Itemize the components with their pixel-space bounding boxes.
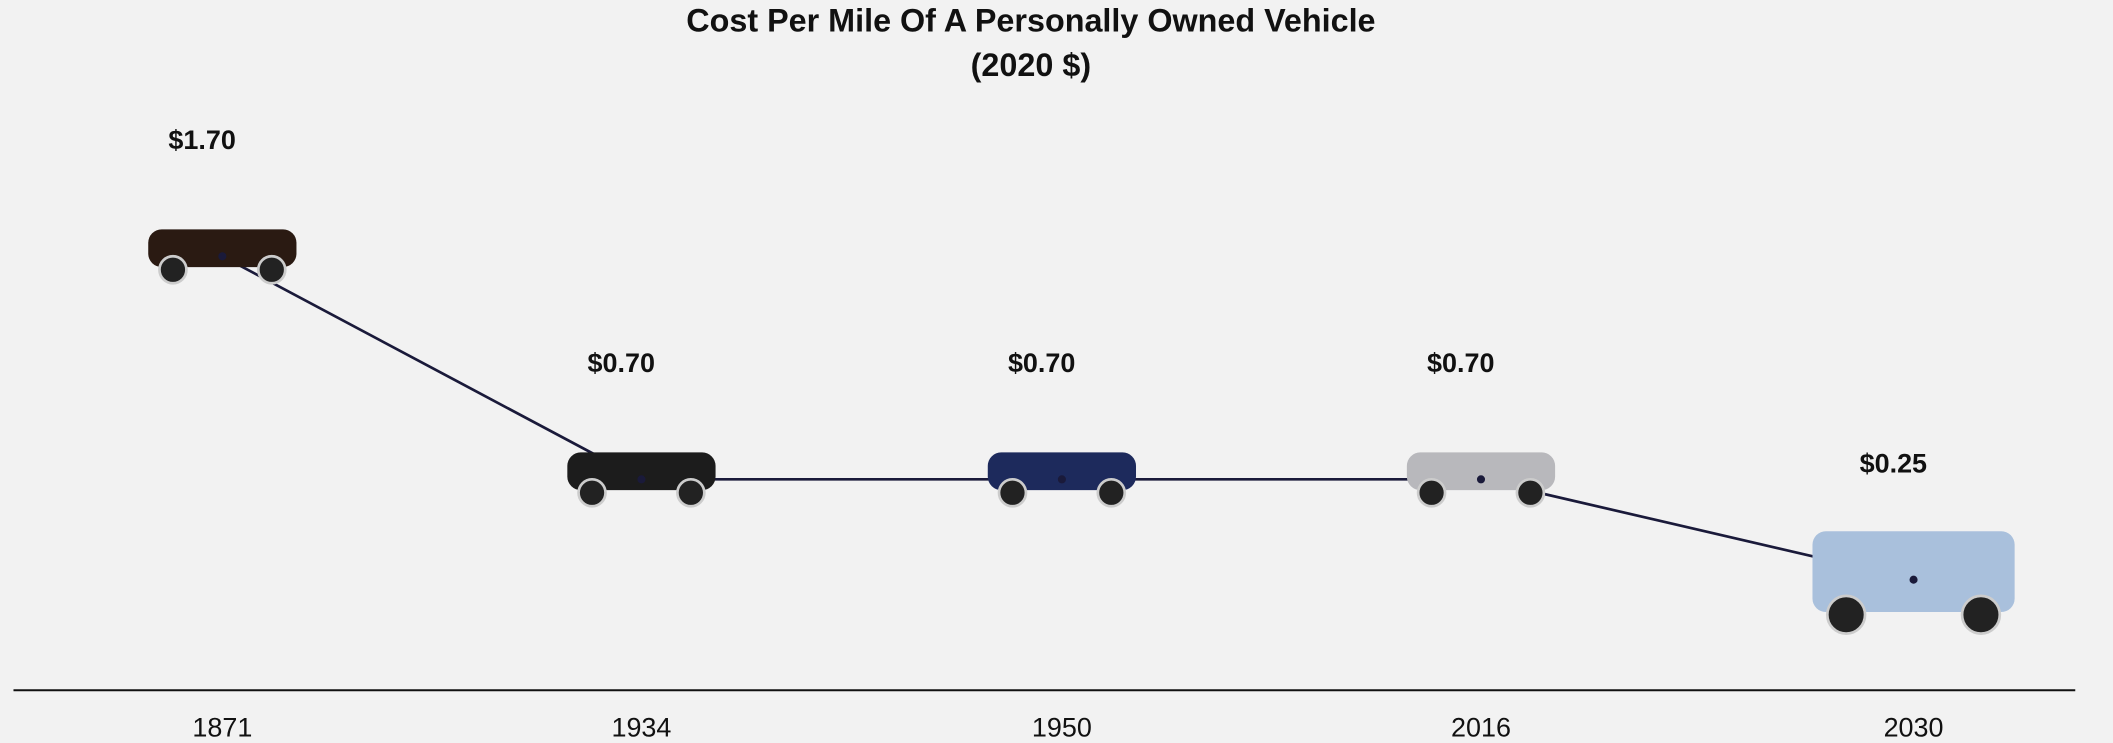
vehicle-body: [148, 229, 297, 268]
wheel: [577, 477, 607, 508]
vehicle-body: [1406, 452, 1556, 491]
wheel: [1825, 594, 1867, 635]
value-label: $1.70: [168, 125, 235, 155]
chart-subtitle: (2020 $): [971, 47, 1091, 83]
chart-title: Cost Per Mile Of A Personally Owned Vehi…: [686, 3, 1375, 39]
x-tick-label: 1950: [1032, 712, 1092, 742]
wheel: [1096, 477, 1127, 508]
vehicle-icon: [987, 452, 1137, 508]
x-tick-label: 2016: [1451, 712, 1511, 742]
point: [1476, 475, 1486, 484]
vehicle-icon: [148, 229, 297, 285]
vehicle-body: [1812, 531, 2015, 613]
value-label: $0.70: [1008, 348, 1075, 378]
wheel: [1960, 594, 2002, 635]
wheel: [158, 254, 188, 285]
wheel: [1416, 477, 1447, 508]
wheel: [676, 477, 706, 508]
wheel: [256, 254, 287, 285]
x-tick-label: 2030: [1884, 712, 1944, 742]
vehicle-body: [987, 452, 1137, 491]
x-tick-label: 1934: [611, 712, 671, 742]
wheel: [1515, 477, 1546, 508]
vehicle-icon: [1406, 452, 1556, 508]
vehicle-icon: [1812, 531, 2015, 635]
point: [637, 475, 646, 484]
point: [1057, 475, 1066, 484]
vehicle-icon: [567, 452, 716, 508]
value-label: $0.70: [1427, 348, 1494, 378]
point: [1909, 575, 1918, 584]
x-tick-label: 1871: [192, 712, 252, 742]
value-label: $0.25: [1860, 448, 1927, 478]
wheel: [997, 477, 1028, 508]
point: [218, 252, 227, 261]
vehicle-body: [567, 452, 716, 491]
value-label: $0.70: [588, 348, 655, 378]
